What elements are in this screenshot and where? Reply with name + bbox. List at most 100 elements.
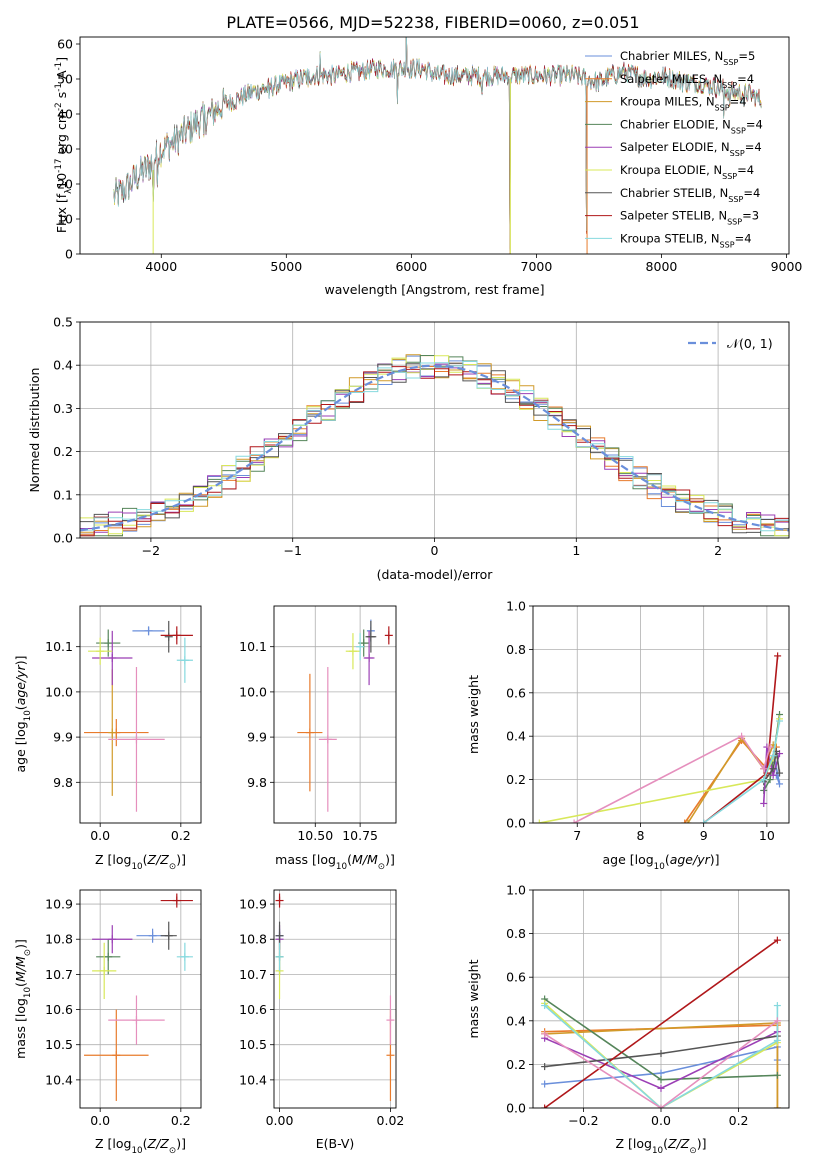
y-axis-label-part: mass [log: [13, 998, 28, 1059]
panel-weight_vs_z: −0.2 0.0 0.2 0.0 0.2 0.4 0.6 0.8 1.0 mass weight Z…: [466, 883, 790, 1156]
figure-title: PLATE=0566, MJD=52238, FIBERID=0060, z=0…: [226, 13, 639, 32]
legend-label: Chabrier MILES, NSSP=5: [620, 49, 755, 67]
x-axis-label-part: ⊙: [378, 862, 385, 872]
y-axis-label-part: )]: [13, 655, 28, 665]
x-tick-label: 10: [759, 828, 775, 843]
plot-area-weight_vs_z: [541, 936, 781, 1108]
y-axis-label-part: (: [13, 982, 28, 987]
legend-label-part: Chabrier STELIB, N: [620, 186, 728, 200]
legend-label-part: Kroupa STELIB, N: [620, 231, 720, 245]
x-tick-label: 0.2: [171, 828, 191, 843]
weight-series: [573, 735, 771, 823]
legend-label-part: =4: [737, 72, 754, 86]
x-axis-label: Z [log10(Z/Z⊙)]: [616, 1136, 707, 1156]
y-axis-label: mass weight: [466, 675, 481, 754]
panel-age_vs_z: 0.0 0.29.89.910.010.1Z [log10(Z/Z⊙)]age […: [13, 605, 202, 872]
legend-label: Kroupa ELODIE, NSSP=4: [620, 163, 754, 181]
y-tick-label: 10.1: [45, 639, 73, 654]
panel-mass_vs_ebv: 0.00 0.02 10.4 10.5 10.6 10.7 10.8 10.9 E(B-V): [239, 889, 404, 1151]
y-tick-label: 0.0: [506, 816, 526, 831]
x-axis-label-part: )]: [710, 852, 720, 867]
y-tick-label: 1.0: [506, 599, 526, 614]
plot-area-mass_vs_ebv: [275, 893, 395, 1101]
y-tick-label: 10.9: [239, 897, 267, 912]
x-axis-label-part: Z [log: [95, 852, 131, 867]
legend-label-part: SSP: [730, 149, 745, 158]
y-tick-label: 9.9: [247, 730, 267, 745]
x-axis-label-part: Z/Z: [147, 852, 170, 867]
y-tick-label: 10.5: [45, 1037, 73, 1052]
y-tick-label: 9.8: [53, 775, 73, 790]
x-tick-label: 0.2: [171, 1113, 191, 1128]
legend-label-part: SSP: [722, 172, 737, 181]
y-axis-label-part: -1: [54, 62, 64, 71]
axes-frame: [79, 321, 790, 539]
x-axis-label-part: wavelength [Angstrom, rest frame]: [324, 282, 544, 297]
y-tick-label: 10.8: [45, 932, 73, 947]
y-tick-label: 10.6: [239, 1002, 267, 1017]
legend-label-part: Kroupa ELODIE, N: [620, 163, 722, 177]
x-axis-label-part: (: [347, 852, 352, 867]
y-axis-label-part: -1: [54, 83, 64, 92]
y-tick-label: 0.2: [506, 772, 526, 787]
y-axis-label-part: 10: [23, 987, 33, 998]
legend-label: Kroupa MILES, NSSP=4: [620, 95, 747, 113]
y-tick-label: 0.8: [506, 642, 526, 657]
y-tick-label: 0.1: [53, 487, 73, 502]
y-tick-label: 1.0: [506, 883, 526, 898]
weight-series: [544, 939, 778, 1108]
x-tick-label: 4000: [145, 259, 177, 274]
weight-series: [544, 1020, 778, 1108]
y-tick-label: 0.5: [53, 315, 73, 330]
y-tick-label: 10.7: [239, 967, 267, 982]
y-tick-label: 10.4: [45, 1072, 73, 1087]
y-tick-label: 50: [57, 72, 73, 87]
y-tick-label: 0.2: [53, 444, 73, 459]
legend-label-part: =3: [742, 209, 759, 223]
x-axis-label-part: Z/Z: [667, 1136, 690, 1151]
axes-frame: [79, 605, 202, 824]
y-tick-label: 10.0: [239, 684, 267, 699]
x-axis-label: wavelength [Angstrom, rest frame]: [324, 282, 544, 297]
axes-frame: [273, 889, 397, 1109]
legend-label-part: =4: [737, 163, 754, 177]
y-axis-label: Flux [fλ10-17 erg cm-2 s-1 A-1]: [54, 57, 74, 233]
x-tick-label: 0: [431, 543, 439, 558]
y-axis-label-part: erg cm: [54, 111, 69, 159]
x-tick-label: 0.2: [729, 1113, 749, 1128]
x-tick-label: 2: [714, 543, 722, 558]
x-tick-label: 6000: [395, 259, 427, 274]
x-axis-label-part: age [log: [602, 852, 653, 867]
x-axis-label-part: 10: [131, 1146, 142, 1156]
axes-frame: [532, 605, 790, 824]
x-tick-label: 1: [572, 543, 580, 558]
panel-spectrum: 4000 5000 6000 7000 8000 90000102030405060Cha…: [54, 37, 803, 298]
x-tick-label: −1: [283, 543, 301, 558]
axes-frame: [79, 889, 202, 1109]
legend-label-part: =5: [738, 49, 755, 63]
y-tick-label: 0.2: [506, 1057, 526, 1072]
legend-label-part: SSP: [723, 58, 738, 67]
legend-label-part: SSP: [720, 240, 735, 249]
y-tick-label: 9.8: [247, 775, 267, 790]
y-tick-label: 10: [57, 212, 73, 227]
legend-label: Salpeter STELIB, NSSP=3: [620, 209, 759, 227]
x-axis-label-part: ⊙: [169, 862, 176, 872]
y-axis-label: age [log10(age/yr)]: [13, 655, 33, 772]
y-axis-label-part: A: [54, 70, 69, 83]
x-tick-label: −0.2: [568, 1113, 598, 1128]
plot-area-residuals: [80, 354, 789, 538]
legend-label: Kroupa STELIB, NSSP=4: [620, 231, 752, 249]
x-axis-label-part: (: [143, 1136, 148, 1151]
y-tick-label: 10.1: [239, 639, 267, 654]
y-tick-label: 0.8: [506, 926, 526, 941]
y-axis-label: Normed distribution: [27, 368, 42, 493]
y-tick-label: 30: [57, 142, 73, 157]
y-axis-label-part: age [log: [13, 721, 28, 772]
y-tick-label: 10.0: [45, 684, 73, 699]
x-tick-label: 9000: [771, 259, 803, 274]
y-tick-label: 0.4: [53, 358, 73, 373]
legend-label: Chabrier STELIB, NSSP=4: [620, 186, 760, 204]
legend-label-part: SSP: [715, 103, 730, 112]
